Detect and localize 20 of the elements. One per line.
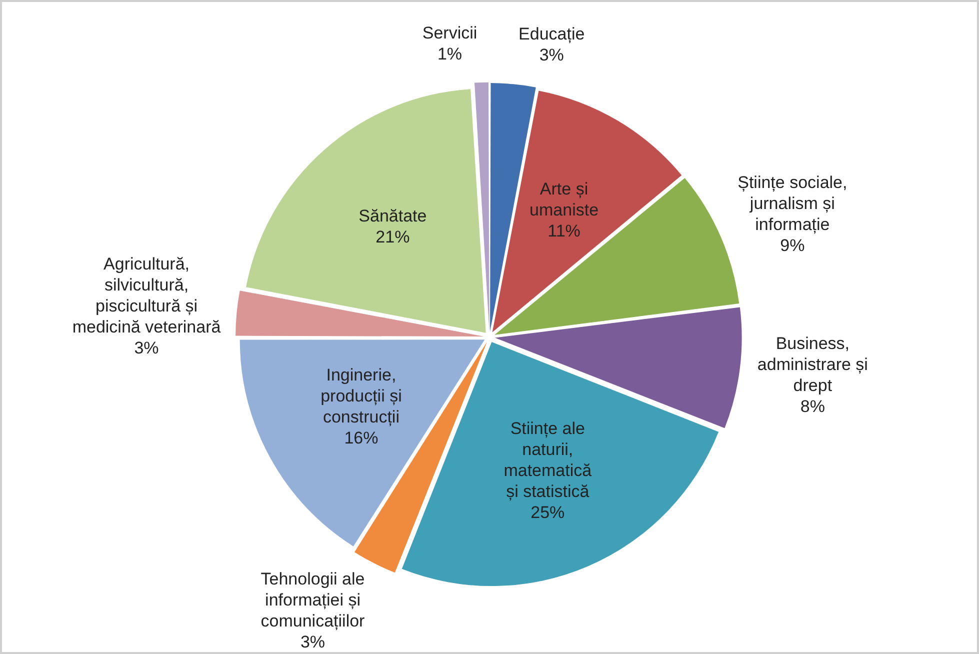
slice-label: Business, administrare și drept [757, 334, 868, 395]
slice-label: Educație [518, 24, 585, 44]
data-label: 1% [437, 44, 462, 64]
data-label: 8% [800, 396, 825, 416]
data-label: 21% [376, 227, 410, 246]
data-label: 9% [780, 236, 805, 255]
slice-label: Stiințe ale naturii, matematică și statistică [504, 419, 592, 502]
slice-label: Inginerie, producții și construcții [320, 366, 402, 427]
slice-label: Arte și umaniste [530, 180, 599, 220]
slice-label: Tehnologii ale informației și comunicațiilor [260, 570, 366, 631]
slice-label: Sănătate [358, 206, 427, 226]
data-label: 3% [134, 338, 159, 358]
data-label: 3% [300, 632, 326, 652]
data-label: 11% [548, 222, 580, 241]
data-label: 16% [344, 428, 378, 448]
data-label: 25% [530, 503, 565, 522]
slice-label: Științe sociale, jurnalism și informație [738, 172, 848, 234]
slice-label: Servicii [422, 23, 478, 42]
slice-label: Agricultură, silvicultură, piscicultură și medicină veterinară [72, 254, 222, 337]
data-label: 3% [539, 45, 564, 64]
